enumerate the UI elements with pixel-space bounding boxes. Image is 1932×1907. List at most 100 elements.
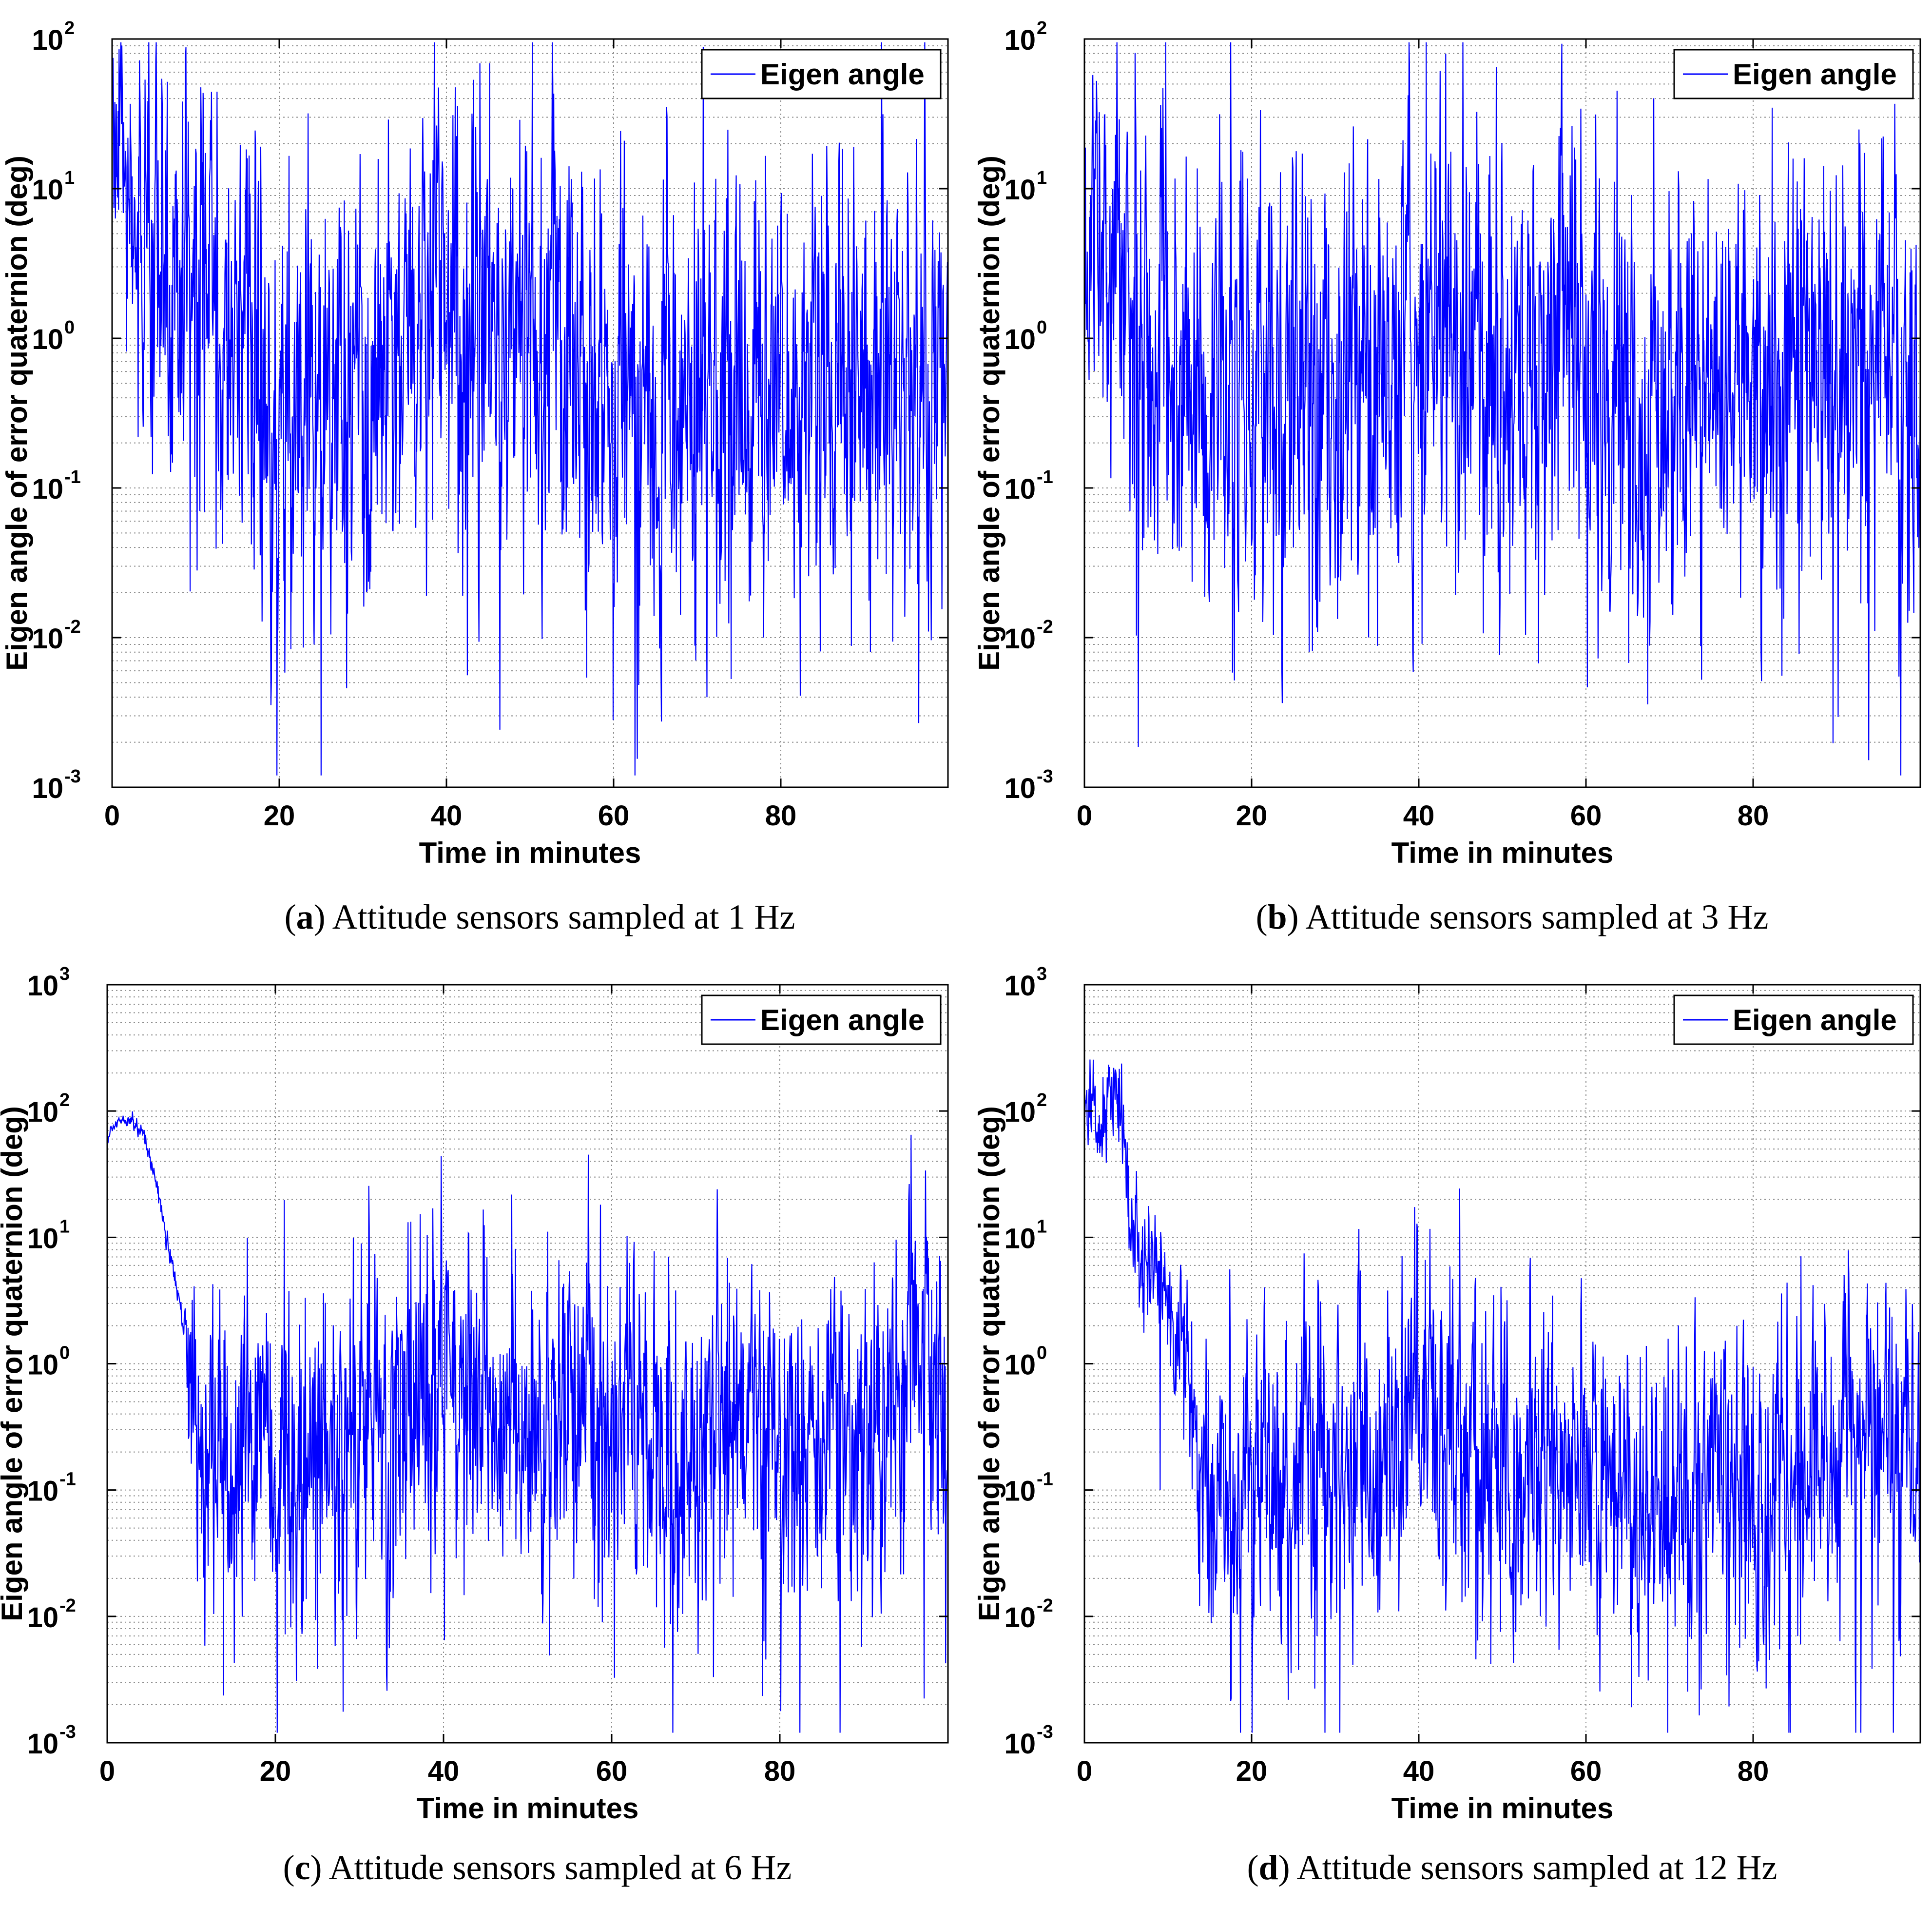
panel-caption: (c) Attitude sensors sampled at 6 Hz: [283, 1848, 792, 1887]
y-tick-exponent: -2: [64, 617, 81, 637]
x-tick-label: 40: [428, 1755, 460, 1787]
y-tick-base: 10: [27, 1223, 58, 1254]
y-tick-exponent: -3: [64, 766, 81, 787]
caption-letter: a: [296, 897, 314, 936]
y-tick-base: 10: [1004, 773, 1036, 804]
x-tick-label: 0: [1077, 800, 1092, 832]
y-tick-label: 10 2: [32, 18, 75, 56]
x-tick-label: 40: [1403, 1755, 1435, 1787]
y-tick-label: 10 -1: [27, 1469, 76, 1507]
y-tick-exponent: -2: [1037, 1596, 1053, 1616]
y-tick-exponent: 2: [1037, 18, 1047, 39]
x-tick-label: 20: [1236, 800, 1268, 832]
y-tick-exponent: -3: [1037, 1722, 1053, 1742]
y-tick-label: 10 1: [27, 1216, 70, 1254]
axes-box: [111, 38, 949, 788]
y-tick-exponent: -2: [1037, 617, 1053, 637]
y-tick-exponent: 0: [59, 1343, 70, 1363]
y-tick-base: 10: [27, 1476, 58, 1507]
series-line-eigen-angle: [106, 1111, 949, 1733]
caption-close: ): [1278, 1848, 1297, 1887]
y-tick-label: 10 -3: [1004, 1722, 1053, 1760]
y-tick-base: 10: [1004, 1096, 1036, 1128]
caption-close: ): [310, 1848, 329, 1887]
caption-open: (: [1256, 897, 1268, 936]
x-tick-label: 80: [764, 1755, 796, 1787]
y-tick-exponent: 2: [59, 1090, 70, 1110]
y-tick-label: 10 1: [32, 168, 75, 206]
y-tick-label: 10 -3: [27, 1722, 76, 1760]
y-tick-exponent: 2: [1037, 1090, 1047, 1110]
y-tick-base: 10: [27, 1602, 58, 1634]
y-tick-label: 10 0: [1004, 317, 1047, 355]
x-tick-label: 60: [1570, 1755, 1602, 1787]
legend-label: Eigen angle: [760, 1004, 925, 1036]
caption-open: (: [285, 897, 296, 936]
x-tick-label: 80: [1738, 1755, 1769, 1787]
y-tick-base: 10: [1004, 324, 1036, 355]
y-tick-base: 10: [32, 174, 63, 206]
y-tick-exponent: 0: [1037, 317, 1047, 338]
x-tick-label: 20: [260, 1755, 291, 1787]
legend: Eigen angle: [701, 49, 942, 99]
x-tick-label: 80: [765, 800, 797, 832]
legend: Eigen angle: [1673, 49, 1914, 99]
y-tick-exponent: 1: [64, 168, 75, 188]
y-tick-label: 10 3: [1004, 964, 1047, 1002]
legend: Eigen angle: [1673, 994, 1914, 1045]
panel-caption: (a) Attitude sensors sampled at 1 Hz: [285, 897, 795, 936]
x-tick-label: 40: [1403, 800, 1435, 832]
y-tick-base: 10: [1004, 1728, 1036, 1760]
caption-text: Attitude sensors sampled at 6 Hz: [329, 1848, 792, 1887]
y-tick-label: 10 -1: [1004, 467, 1053, 505]
caption-letter: d: [1259, 1848, 1278, 1887]
caption-letter: c: [295, 1848, 310, 1887]
y-tick-base: 10: [27, 1728, 58, 1760]
y-tick-label: 10 2: [1004, 18, 1047, 56]
y-tick-exponent: -3: [59, 1722, 76, 1742]
y-tick-base: 10: [32, 623, 63, 655]
legend-label: Eigen angle: [1733, 1004, 1897, 1036]
y-tick-base: 10: [1004, 970, 1036, 1002]
y-tick-base: 10: [1004, 623, 1036, 655]
y-tick-base: 10: [27, 1349, 58, 1381]
y-tick-base: 10: [1004, 1223, 1036, 1254]
caption-close: ): [314, 897, 332, 936]
x-tick-label: 60: [596, 1755, 628, 1787]
y-tick-base: 10: [1004, 174, 1036, 206]
y-axis-label: Eigen angle of error quaternion (deg): [973, 156, 1005, 671]
x-tick-label: 40: [431, 800, 463, 832]
y-tick-exponent: 0: [1037, 1343, 1047, 1363]
y-axis-label: Eigen angle of error quaternion (deg): [973, 1106, 1005, 1621]
y-tick-label: 10 -2: [1004, 617, 1053, 655]
y-tick-exponent: -1: [59, 1469, 76, 1490]
y-tick-base: 10: [32, 24, 63, 56]
caption-text: Attitude sensors sampled at 12 Hz: [1297, 1848, 1777, 1887]
axes-box: [1083, 38, 1921, 788]
x-axis-label: Time in minutes: [417, 1792, 639, 1825]
y-tick-label: 10 -2: [32, 617, 80, 655]
x-tick-label: 60: [1570, 800, 1602, 832]
y-tick-base: 10: [27, 970, 58, 1002]
series-line-eigen-angle: [1083, 1059, 1921, 1733]
y-tick-label: 10 1: [1004, 168, 1047, 206]
legend-label: Eigen angle: [760, 58, 925, 91]
plot-area: [107, 985, 948, 1743]
x-axis-label: Time in minutes: [419, 837, 641, 869]
y-tick-label: 10 -3: [32, 766, 80, 804]
x-tick-label: 0: [1077, 1755, 1092, 1787]
x-tick-label: 20: [1236, 1755, 1268, 1787]
y-tick-exponent: -2: [59, 1596, 76, 1616]
y-tick-exponent: 3: [1037, 964, 1047, 984]
caption-close: ): [1287, 897, 1306, 936]
y-tick-label: 10 0: [32, 317, 75, 355]
y-axis-label: Eigen angle of error quaternion (deg): [0, 156, 33, 671]
y-tick-exponent: -1: [1037, 467, 1053, 487]
x-axis-label: Time in minutes: [1391, 837, 1614, 869]
y-tick-exponent: -1: [1037, 1469, 1053, 1490]
caption-open: (: [283, 1848, 295, 1887]
